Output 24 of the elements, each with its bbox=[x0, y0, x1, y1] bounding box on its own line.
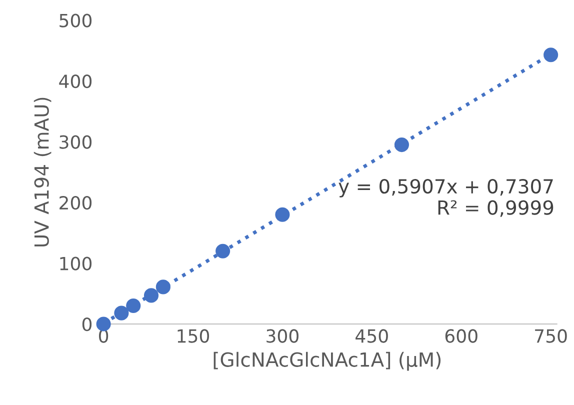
point bbox=[216, 244, 230, 258]
point bbox=[144, 288, 159, 303]
point bbox=[156, 280, 170, 294]
y-tick-label: 400 bbox=[59, 74, 92, 88]
y-tick-label: 0 bbox=[82, 317, 92, 332]
y-tick-label: 100 bbox=[60, 256, 92, 270]
point bbox=[275, 207, 290, 222]
y-tick-label: 300 bbox=[60, 135, 92, 149]
x-tick-label: 600 bbox=[445, 329, 478, 343]
point bbox=[96, 316, 111, 332]
y-axis-title: UV A194 (mAU) bbox=[34, 98, 52, 246]
y-tick-label: 500 bbox=[60, 14, 92, 28]
x-tick-label: 750 bbox=[535, 329, 567, 343]
point bbox=[114, 306, 129, 320]
x-tick-label: 450 bbox=[356, 329, 388, 343]
annotation: y = 0,5907x + 0,7307 bbox=[338, 178, 553, 198]
x-axis-title: [GlcNAcGlcNAc1A] (µM) bbox=[214, 352, 441, 371]
point bbox=[394, 138, 410, 152]
x-tick-label: 300 bbox=[266, 329, 298, 343]
x-tick-label: 150 bbox=[178, 329, 210, 343]
point bbox=[544, 48, 558, 62]
annotation: R² = 0,9999 bbox=[438, 200, 554, 217]
point bbox=[126, 298, 141, 314]
y-tick-label: 200 bbox=[60, 196, 92, 210]
